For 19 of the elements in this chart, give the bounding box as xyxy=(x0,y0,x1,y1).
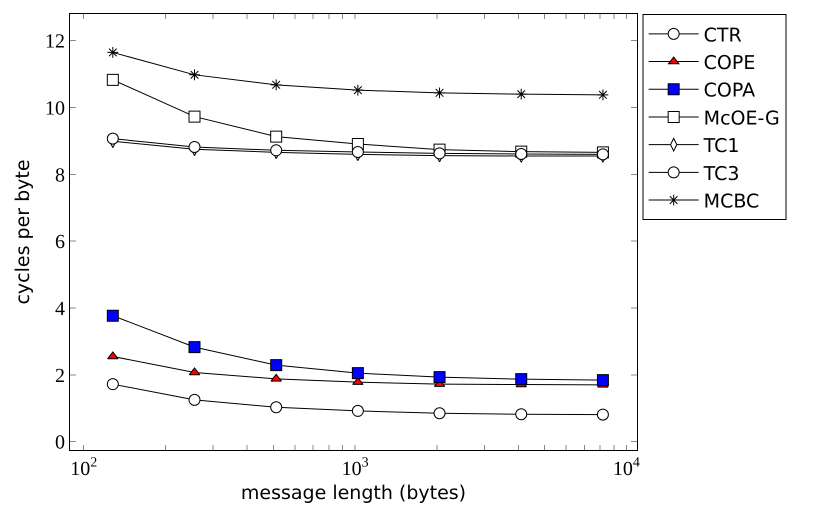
legend-label: TC1 xyxy=(702,135,740,158)
legend-label: McOE-G xyxy=(704,107,780,130)
x-tick-label: 10$^{4}$ xyxy=(612,456,640,480)
y-tick-label: 0 xyxy=(55,432,65,454)
legend-label: TC3 xyxy=(702,162,740,185)
y-tick-label: 6 xyxy=(55,231,65,254)
x-tick-label: 10$^{2}$ xyxy=(70,456,98,480)
x-axis-title: message length (bytes) xyxy=(240,482,466,504)
y-tick-label: 4 xyxy=(55,298,65,320)
y-tick-label: 2 xyxy=(55,364,65,387)
x-tick-label: 10$^{3}$ xyxy=(342,456,369,480)
legend-label: CTR xyxy=(704,24,742,46)
y-axis-title: cycles per byte xyxy=(12,159,34,305)
legend-label: MCBC xyxy=(704,190,760,212)
y-tick-label: 12 xyxy=(45,30,65,53)
legend-label: COPA xyxy=(704,80,756,102)
y-tick-label: 10 xyxy=(45,98,65,120)
y-tick-label: 8 xyxy=(55,164,65,186)
legend-label: COPE xyxy=(704,52,756,74)
